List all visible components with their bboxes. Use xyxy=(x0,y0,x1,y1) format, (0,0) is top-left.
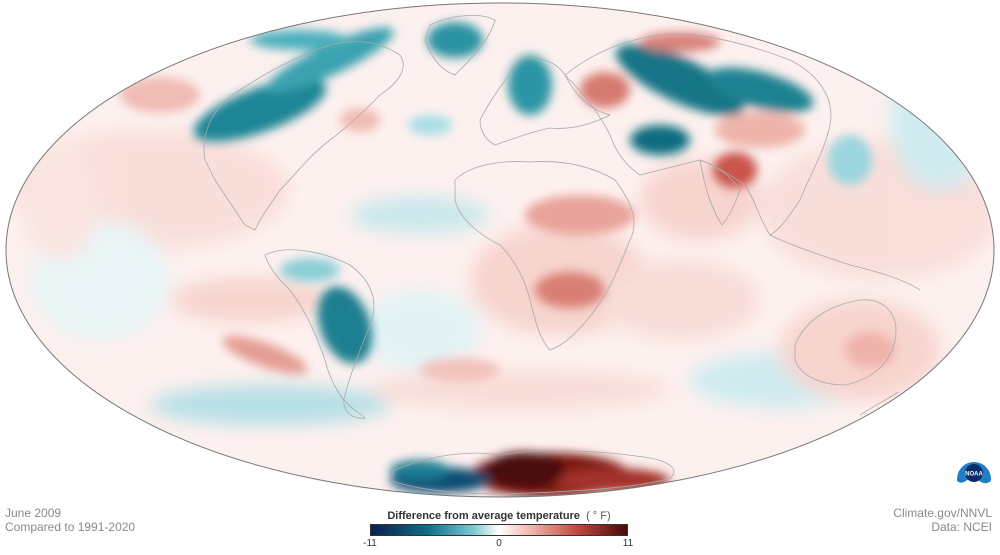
caption-left: June 2009 Compared to 1991-2020 xyxy=(5,506,135,534)
coastlines xyxy=(203,15,921,495)
globe-outline xyxy=(5,2,995,498)
antarctica-outline xyxy=(389,450,675,495)
legend-title-text: Difference from average temperature xyxy=(387,510,580,522)
temperature-anomaly-map xyxy=(5,2,995,498)
southeast-asia-outline xyxy=(769,234,921,291)
legend-unit: ( ° F) xyxy=(586,510,611,522)
north-america-outline xyxy=(203,41,404,231)
legend-min-label: -11 xyxy=(363,538,377,549)
data-credit: Data: NCEI xyxy=(931,520,992,534)
europe-outline xyxy=(479,57,611,146)
color-legend: Difference from average temperature ( ° … xyxy=(363,510,634,554)
legend-color-bar xyxy=(370,524,628,536)
month-label: June 2009 xyxy=(5,506,62,520)
india-outline xyxy=(699,159,741,226)
noaa-logo-icon: NOAA xyxy=(957,462,991,497)
source-credit: Climate.gov/NNVL xyxy=(893,506,992,520)
australia-outline xyxy=(794,299,897,386)
greenland-outline xyxy=(424,15,496,76)
south-america-outline xyxy=(264,249,375,419)
anomaly-field xyxy=(10,22,994,497)
new-zealand-outline xyxy=(859,391,899,416)
baseline-label: Compared to 1991-2020 xyxy=(5,520,136,534)
logo-text: NOAA xyxy=(965,472,983,478)
asia-outline xyxy=(564,33,832,236)
africa-outline xyxy=(454,161,635,351)
legend-max-label: 11 xyxy=(622,538,634,549)
legend-mid-label: 0 xyxy=(496,538,502,549)
legend-title: Difference from average temperature ( ° … xyxy=(368,510,630,522)
caption-right: Climate.gov/NNVL Data: NCEI xyxy=(893,506,992,534)
